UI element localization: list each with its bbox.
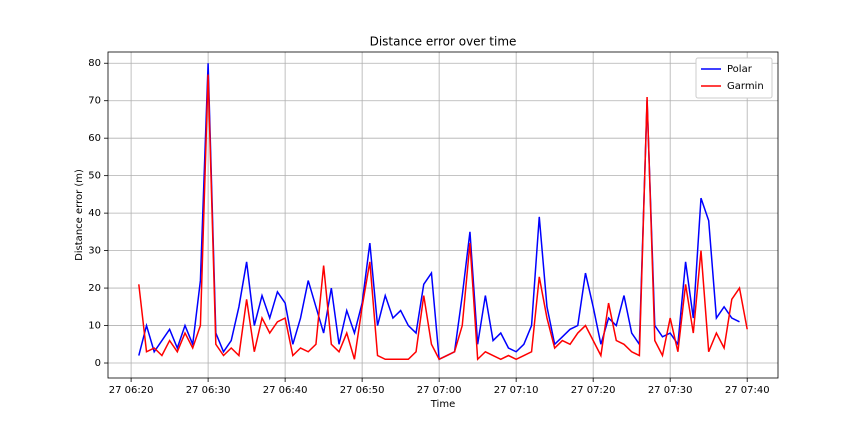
y-tick-label: 70 bbox=[88, 96, 101, 107]
x-axis-label: Time bbox=[430, 399, 455, 410]
y-tick-label: 60 bbox=[88, 133, 101, 144]
y-tick-label: 20 bbox=[88, 283, 101, 294]
x-tick-label: 27 07:40 bbox=[725, 385, 770, 396]
chart-title: Distance error over time bbox=[370, 35, 517, 49]
legend-box bbox=[695, 57, 773, 99]
y-tick-label: 50 bbox=[88, 171, 101, 182]
x-tick-label: 27 07:30 bbox=[648, 385, 693, 396]
y-tick-label: 40 bbox=[88, 208, 101, 219]
legend: Polar Garmin bbox=[695, 57, 773, 99]
data-line bbox=[138, 74, 748, 361]
x-tick-label: 27 06:20 bbox=[109, 385, 154, 396]
y-tick-label: 0 bbox=[95, 358, 101, 369]
y-tick-label: 80 bbox=[88, 58, 101, 69]
axes-frame bbox=[107, 51, 779, 379]
legend-label: Polar bbox=[727, 64, 753, 75]
y-tick-label: 10 bbox=[88, 321, 101, 332]
x-tick-label: 27 07:20 bbox=[571, 385, 616, 396]
x-tick-label: 27 06:30 bbox=[186, 385, 231, 396]
x-tick-label: 27 07:00 bbox=[417, 385, 462, 396]
x-tick-label: 27 06:50 bbox=[340, 385, 385, 396]
y-axis-label: Distance error (m) bbox=[74, 169, 85, 261]
legend-label: Garmin bbox=[727, 81, 764, 92]
x-tick-label: 27 06:40 bbox=[263, 385, 308, 396]
x-tick-label: 27 07:10 bbox=[494, 385, 539, 396]
y-tick-label: 30 bbox=[88, 246, 101, 257]
